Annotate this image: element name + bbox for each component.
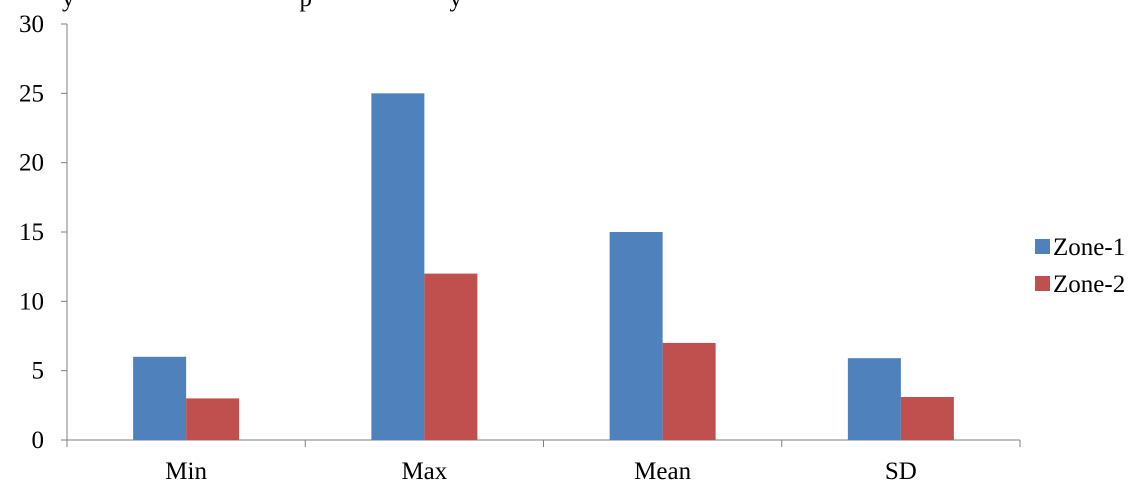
bar-zone-2-max bbox=[424, 273, 478, 440]
bar-zone-1-sd bbox=[847, 358, 901, 440]
y-tick-labels: 0 5 10 15 20 25 30 bbox=[19, 11, 44, 454]
x-category-label: SD bbox=[885, 458, 917, 485]
chart-title-fragment: y p y bbox=[62, 0, 463, 12]
y-tick-label: 5 bbox=[32, 358, 45, 385]
legend-swatch-zone-1 bbox=[1035, 239, 1050, 254]
x-category-label: Mean bbox=[634, 458, 691, 485]
legend-swatch-zone-2 bbox=[1035, 276, 1050, 291]
legend: Zone-1 Zone-2 bbox=[1035, 234, 1125, 298]
legend-label-zone-2: Zone-2 bbox=[1053, 271, 1125, 298]
bar-zone-2-sd bbox=[900, 397, 954, 440]
y-tick-label: 15 bbox=[19, 219, 44, 246]
bar-zone-1-max bbox=[371, 93, 425, 440]
y-tick-label: 10 bbox=[19, 288, 44, 315]
bar-zone-1-mean bbox=[609, 232, 663, 440]
bar-zone-2-min bbox=[186, 398, 240, 440]
bar-zone-1-min bbox=[133, 356, 187, 440]
x-category-label: Min bbox=[165, 458, 207, 485]
y-tick-label: 30 bbox=[19, 11, 44, 38]
y-tick-label: 0 bbox=[32, 427, 45, 454]
bar-zone-2-mean bbox=[662, 342, 716, 440]
x-tick-labels: Min Max Mean SD bbox=[165, 458, 917, 485]
y-tick-label: 20 bbox=[19, 150, 44, 177]
y-tick-label: 25 bbox=[19, 80, 44, 107]
legend-label-zone-1: Zone-1 bbox=[1053, 234, 1125, 261]
bars bbox=[133, 93, 954, 440]
x-category-label: Max bbox=[401, 458, 447, 485]
